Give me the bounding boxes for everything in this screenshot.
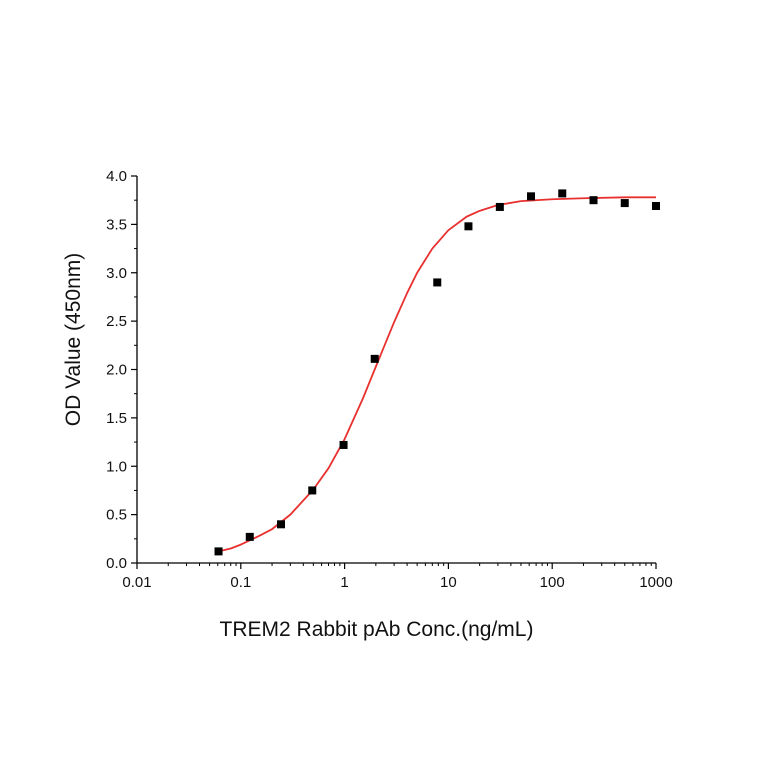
fit-curve-layer [218, 196, 656, 553]
data-point [589, 196, 598, 205]
x-tick-label: 0.01 [122, 574, 151, 591]
fit-curve-line [218, 196, 656, 553]
x-tick-label: 1 [340, 574, 348, 591]
y-tick-label: 0.0 [106, 555, 127, 572]
y-axis-label: OD Value (450nm) [62, 253, 85, 427]
y-tick-label: 2.5 [106, 313, 127, 330]
x-tick-label: 1000 [639, 574, 672, 591]
data-point [433, 278, 442, 287]
x-axis-label: TREM2 Rabbit pAb Conc.(ng/mL) [220, 618, 534, 641]
data-point [277, 520, 286, 529]
data-point [370, 354, 379, 363]
y-tick-label: 3.0 [106, 265, 127, 282]
y-tick-label: 4.0 [106, 168, 127, 185]
y-tick-label: 1.0 [106, 458, 127, 475]
data-point [495, 202, 504, 211]
data-point [308, 486, 317, 495]
tick-labels: 0.0 0.5 1.0 1.5 2.0 2.5 3.0 3.5 4.0 0.01 0.1 1 10 100… [106, 168, 673, 591]
data-point [464, 222, 473, 231]
x-tick-label: 100 [540, 574, 565, 591]
axes [131, 175, 657, 569]
y-tick-label: 0.5 [106, 507, 127, 524]
data-point [245, 532, 254, 541]
data-point [558, 189, 567, 198]
y-tick-label: 1.5 [106, 410, 127, 427]
x-tick-label: 10 [440, 574, 457, 591]
data-point [620, 199, 629, 208]
data-point [339, 440, 348, 449]
y-tick-label: 2.0 [106, 362, 127, 379]
x-tick-label: 0.1 [230, 574, 251, 591]
data-point [214, 547, 223, 556]
data-points-layer [214, 189, 660, 556]
y-tick-label: 3.5 [106, 216, 127, 233]
data-point [527, 192, 536, 201]
data-point [652, 201, 660, 210]
